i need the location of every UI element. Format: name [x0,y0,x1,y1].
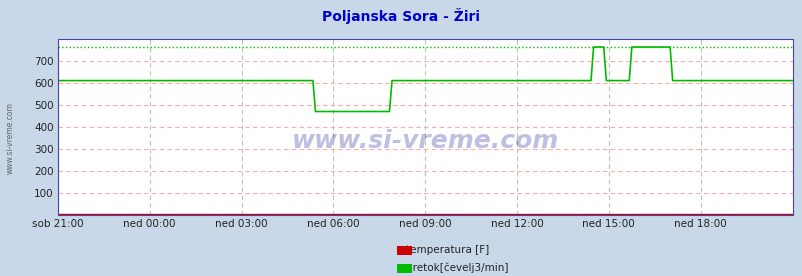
Text: temperatura [F]: temperatura [F] [405,245,488,255]
Text: Poljanska Sora - Žiri: Poljanska Sora - Žiri [322,8,480,24]
Text: www.si-vreme.com: www.si-vreme.com [6,102,15,174]
Text: www.si-vreme.com: www.si-vreme.com [291,129,558,153]
Text: pretok[čevelj3/min]: pretok[čevelj3/min] [405,262,508,273]
